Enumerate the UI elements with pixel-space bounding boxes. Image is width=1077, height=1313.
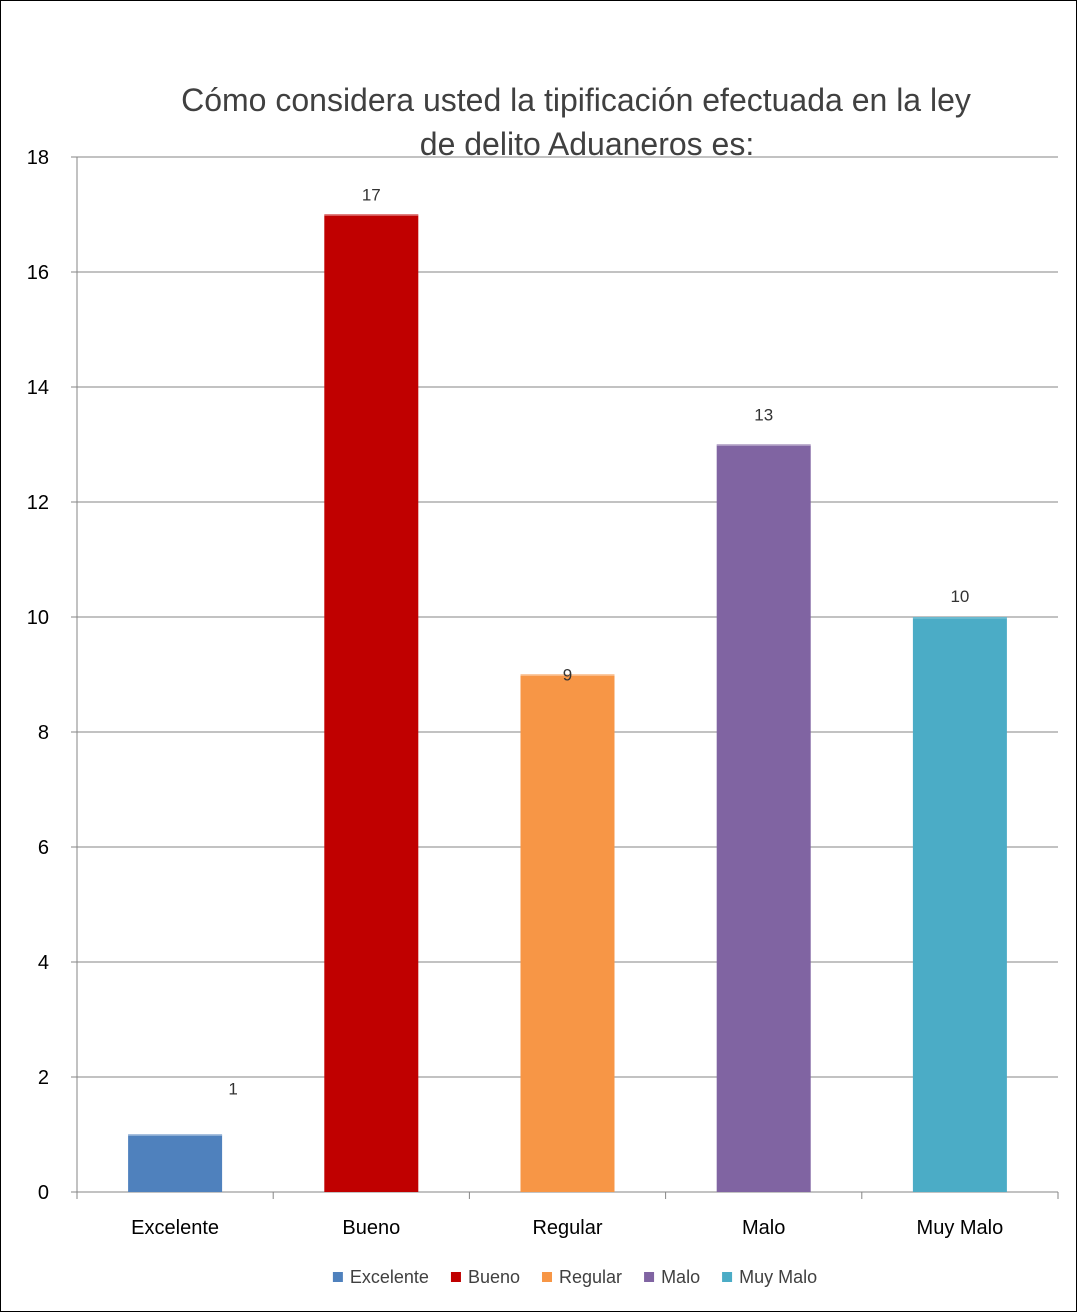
x-tick-label: Bueno xyxy=(342,1217,400,1239)
legend-label: Excelente xyxy=(350,1267,429,1287)
y-tick-label: 2 xyxy=(38,1067,49,1089)
bar-excelente xyxy=(128,1134,223,1192)
chart-title-line-2: de delito Aduaneros es: xyxy=(420,126,754,162)
data-label: 13 xyxy=(754,406,773,425)
legend-label: Bueno xyxy=(468,1267,520,1287)
x-tick-label: Malo xyxy=(742,1217,785,1239)
data-label: 10 xyxy=(950,587,969,606)
chart-title-line-1: Cómo considera usted la tipificación efe… xyxy=(181,82,971,118)
y-tick-label: 12 xyxy=(27,492,49,514)
legend-item: Bueno xyxy=(450,1267,520,1287)
legend-label: Malo xyxy=(661,1267,700,1287)
y-tick-label: 16 xyxy=(27,262,49,284)
y-tick-label: 6 xyxy=(38,837,49,859)
y-tick-label: 0 xyxy=(38,1182,49,1204)
legend-item: Regular xyxy=(542,1267,622,1287)
legend-label: Muy Malo xyxy=(739,1267,817,1287)
bar-bueno xyxy=(324,214,419,1192)
data-labels: 1 17 9 13 10 xyxy=(228,186,969,1099)
data-label: 9 xyxy=(563,666,572,685)
legend-swatch xyxy=(332,1272,343,1282)
x-tick-label: Regular xyxy=(532,1217,602,1239)
y-tick-label: 4 xyxy=(38,952,49,974)
bars xyxy=(128,214,1007,1192)
legend-swatch xyxy=(722,1272,733,1282)
x-tick-label: Muy Malo xyxy=(917,1217,1004,1239)
y-tick-label: 18 xyxy=(27,147,49,169)
bar-muy-malo xyxy=(912,617,1007,1192)
data-label: 17 xyxy=(362,186,381,205)
chart-title: Cómo considera usted la tipificación efe… xyxy=(181,82,971,162)
x-tick-label: Excelente xyxy=(131,1217,219,1239)
legend-swatch xyxy=(542,1272,553,1282)
legend-item: Muy Malo xyxy=(722,1267,817,1287)
legend-item: Excelente xyxy=(332,1267,429,1287)
y-tick-label: 14 xyxy=(27,377,49,399)
legend-swatch xyxy=(644,1272,655,1282)
bar-regular xyxy=(520,674,615,1192)
y-tick-label: 8 xyxy=(38,722,49,744)
legend-item: Malo xyxy=(644,1267,700,1287)
legend-swatch xyxy=(450,1272,461,1282)
legend: Excelente Bueno Regular Malo Muy Malo xyxy=(332,1267,817,1287)
data-label: 1 xyxy=(228,1080,237,1099)
y-tick-label: 10 xyxy=(27,607,49,629)
bar-malo xyxy=(716,444,811,1192)
legend-label: Regular xyxy=(559,1267,622,1287)
